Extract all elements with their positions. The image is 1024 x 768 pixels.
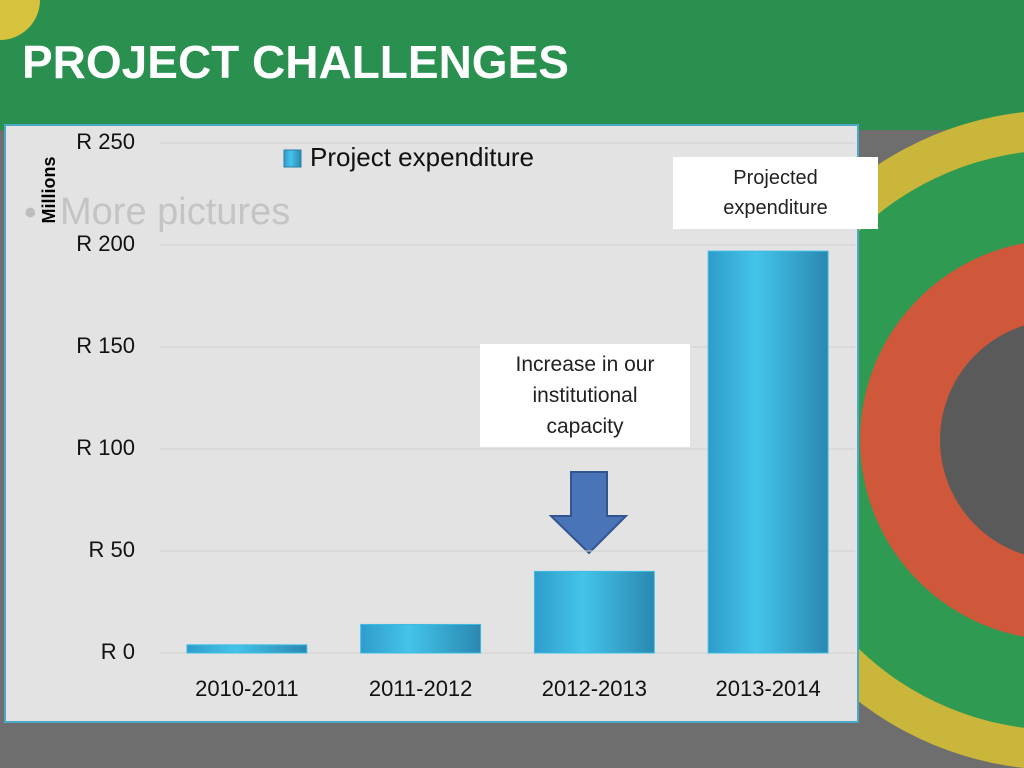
x-tick-label: 2013-2014 xyxy=(716,676,821,701)
x-tick-label: 2010-2011 xyxy=(195,676,299,701)
decor-corner xyxy=(0,0,40,40)
bar xyxy=(360,623,482,654)
y-tick-label: R 150 xyxy=(76,333,135,358)
legend-label: Project expenditure xyxy=(310,142,534,172)
legend-swatch xyxy=(283,149,302,168)
slide-title: PROJECT CHALLENGES xyxy=(22,36,569,88)
decor-ring xyxy=(940,325,1024,555)
bar xyxy=(186,644,308,654)
arrow xyxy=(548,471,629,555)
x-tick-label: 2011-2012 xyxy=(369,676,473,701)
bar xyxy=(533,570,655,654)
bullet-dot: • xyxy=(24,192,37,233)
y-tick-label: R 100 xyxy=(76,435,135,460)
annotation: Projected expenditure xyxy=(673,157,878,229)
y-tick-label: R 0 xyxy=(101,639,135,664)
annotation: Increase in our institutional capacity xyxy=(480,344,690,447)
y-tick-label: R 250 xyxy=(76,129,135,154)
bar xyxy=(707,250,829,654)
header-band xyxy=(0,0,1024,130)
x-tick-label: 2012-2013 xyxy=(542,676,647,701)
y-tick-label: R 200 xyxy=(76,231,135,256)
y-tick-label: R 50 xyxy=(89,537,135,562)
bullet-text: More pictures xyxy=(60,191,290,233)
y-axis-label: Millions xyxy=(39,157,59,224)
